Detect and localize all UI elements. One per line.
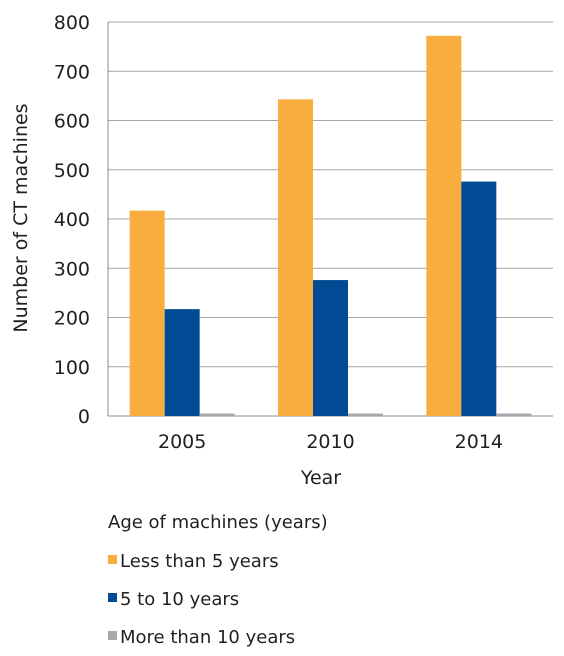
x-axis-ticks: 2005 2010 2014 <box>158 431 503 453</box>
legend-item: 5 to 10 years <box>108 580 548 618</box>
y-axis-title: Number of CT machines <box>10 103 32 332</box>
bar-more-than-10-years-2010 <box>348 413 383 416</box>
bar-more-than-10-years-2014 <box>496 413 532 416</box>
x-tick-label: 2014 <box>455 431 503 453</box>
legend-swatch <box>108 592 117 602</box>
y-tick-label: 400 <box>54 209 90 231</box>
y-tick-label: 300 <box>54 258 90 280</box>
legend-swatch <box>108 554 117 564</box>
bars <box>129 35 532 416</box>
bar-less-than-5-years-2005 <box>129 210 165 416</box>
bar-chart: 0 100 200 300 400 500 600 700 800 2005 2010 2014 Y… <box>10 12 553 489</box>
y-tick-label: 600 <box>54 111 90 133</box>
y-tick-label: 200 <box>54 308 90 330</box>
y-tick-label: 800 <box>54 12 90 34</box>
legend-items: Less than 5 years 5 to 10 years More than … <box>108 542 548 656</box>
bar-5-to-10-years-2010 <box>313 280 348 416</box>
y-tick-label: 100 <box>54 357 90 379</box>
y-tick-label: 500 <box>54 160 90 182</box>
legend-label: Less than 5 years <box>120 550 279 572</box>
y-axis-ticks: 0 100 200 300 400 500 600 700 800 <box>54 12 90 428</box>
y-tick-label: 700 <box>54 61 90 83</box>
bar-5-to-10-years-2005 <box>164 309 200 416</box>
legend: Age of machines (years) Less than 5 year… <box>108 508 548 656</box>
legend-swatch <box>108 630 117 640</box>
x-tick-label: 2010 <box>306 431 354 453</box>
legend-item: Less than 5 years <box>108 542 548 580</box>
legend-title: Age of machines (years) <box>108 512 328 533</box>
bar-5-to-10-years-2014 <box>461 181 497 416</box>
bar-less-than-5-years-2010 <box>278 99 313 416</box>
legend-item: More than 10 years <box>108 618 548 656</box>
bar-more-than-10-years-2005 <box>199 413 235 416</box>
bar-less-than-5-years-2014 <box>426 35 462 416</box>
legend-label: 5 to 10 years <box>120 588 240 610</box>
legend-label: More than 10 years <box>120 626 296 648</box>
y-tick-label: 0 <box>78 406 90 428</box>
x-axis-title: Year <box>300 467 341 489</box>
x-tick-label: 2005 <box>158 431 206 453</box>
